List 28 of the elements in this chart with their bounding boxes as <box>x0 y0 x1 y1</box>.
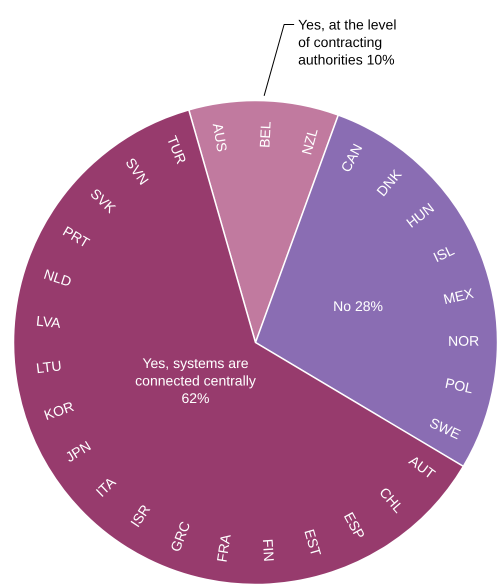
text: SWE <box>427 414 463 442</box>
text: NLD <box>42 266 74 290</box>
text: ITA <box>92 473 120 500</box>
text: ISL <box>430 242 457 266</box>
slice-label: Yes, at the level of contracting authorities 10% <box>298 16 396 68</box>
text: ISR <box>127 502 154 530</box>
text: GRC <box>167 519 194 554</box>
text: PRT <box>60 222 93 251</box>
text: JPN <box>62 438 94 466</box>
text: LVA <box>35 312 62 331</box>
data-label: 62% <box>181 390 210 406</box>
text: AUT <box>406 452 439 482</box>
text: FIN <box>260 538 278 562</box>
text: FRA <box>214 532 234 564</box>
text: LTU <box>35 357 62 376</box>
text: ESP <box>340 509 368 542</box>
slice-label: No 28% <box>333 298 383 314</box>
text: NZL <box>298 126 321 156</box>
text: NOR <box>448 332 480 349</box>
text: EST <box>301 527 324 558</box>
text: BEL <box>256 120 274 148</box>
text: TUR <box>164 133 190 166</box>
text: KOR <box>42 398 76 424</box>
text: MEX <box>442 284 476 308</box>
text: AUS <box>210 122 230 153</box>
text: CAN <box>338 141 366 175</box>
slice-label: Yes, systems are connected centrally <box>135 354 256 388</box>
text: POL <box>444 374 475 396</box>
